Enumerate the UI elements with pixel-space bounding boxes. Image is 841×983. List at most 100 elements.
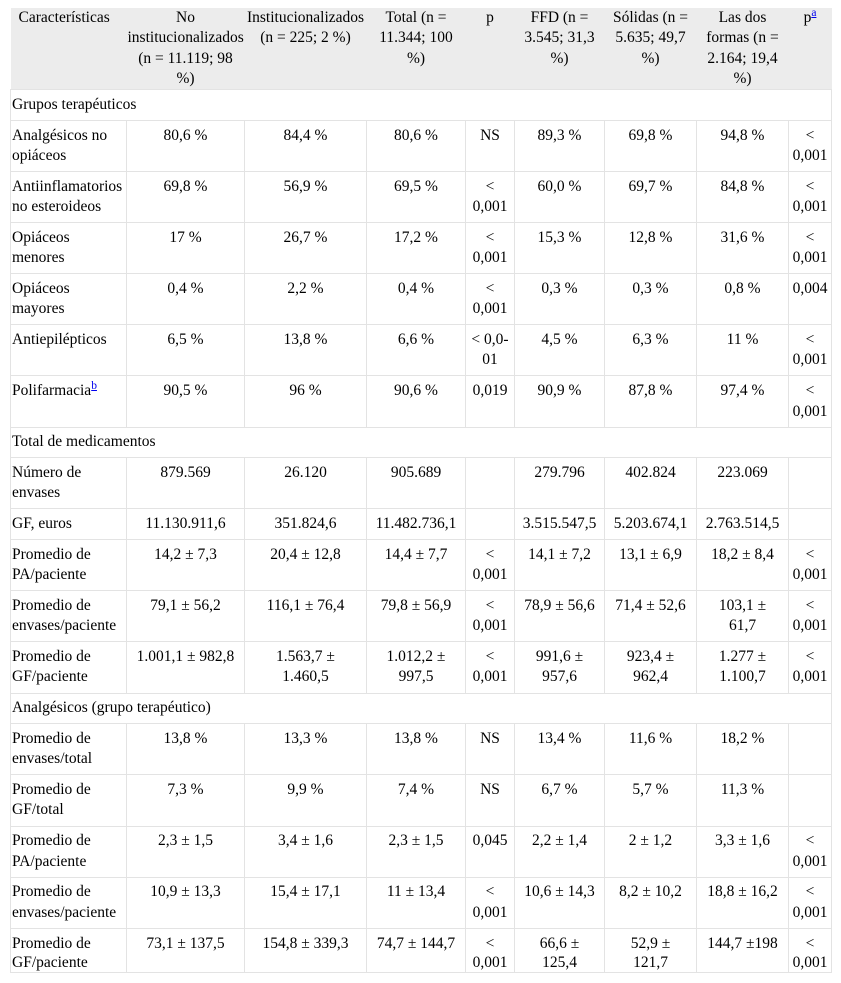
- value-cell: NS: [465, 119, 515, 173]
- value-cell: < 0,001: [788, 590, 832, 643]
- value-cell: 879.569: [126, 457, 245, 510]
- value-cell: 10,9 ± 13,3: [126, 876, 245, 929]
- value-cell: 144,7 ±198: [696, 927, 789, 974]
- table-row: Promedio de GF/total 7,3 % 9,9 % 7,4 % NS 6,7…: [10, 774, 832, 827]
- value-cell: 4,5 %: [514, 324, 605, 377]
- value-cell: 14,4 ± 7,7: [366, 539, 466, 592]
- value-cell: 11,3 %: [696, 774, 789, 827]
- value-cell: 17,2 %: [366, 222, 466, 275]
- column-header-institucionalizados: Institucionalizados (n = 225; 2 %): [244, 8, 367, 90]
- value-cell: < 0,001: [788, 119, 832, 173]
- value-cell: 2 ± 1,2: [604, 825, 697, 878]
- table-row: Promedio de GF/paciente 73,1 ± 137,5 154,8…: [10, 927, 832, 974]
- row-label-text: Promedio de GF/paciente: [12, 648, 91, 686]
- row-label-text: Polifarmacia: [12, 382, 92, 400]
- section-title: Total de medicamentos: [10, 426, 832, 459]
- row-label: Promedio de PA/paciente: [10, 539, 127, 592]
- value-cell: 923,4 ± 962,4: [604, 641, 697, 694]
- table-row: Promedio de envases/paciente 10,9 ± 13,3 1…: [10, 876, 832, 929]
- value-cell: 3.515.547,5: [514, 508, 605, 541]
- table-row: Polifarmaciab 90,5 % 96 % 90,6 % 0,019 90,9 %…: [10, 375, 832, 428]
- table-header: Características No institucionalizados (…: [10, 7, 832, 90]
- value-cell: < 0,001: [788, 324, 832, 377]
- header-row: Características No institucionalizados (…: [10, 7, 832, 90]
- value-cell: < 0,001: [465, 171, 515, 224]
- footnote-a-sup: a: [811, 7, 816, 19]
- value-cell: 103,1 ± 61,7: [696, 590, 789, 643]
- row-label-text: Analgésicos no opiáceos: [12, 126, 108, 165]
- value-cell: < 0,001: [465, 222, 515, 275]
- row-label: Antiepilépticos: [10, 324, 127, 377]
- value-cell: 991,6 ± 957,6: [514, 641, 605, 694]
- value-cell: 9,9 %: [244, 774, 367, 827]
- value-cell: < 0,001: [465, 590, 515, 643]
- table-row: GF, euros 11.130.911,6 351.824,6 11.482.736…: [10, 508, 832, 541]
- value-cell: 154,8 ± 339,3: [244, 927, 367, 974]
- column-header-las-dos-formas: Las dos formas (n = 2.164; 19,4 %): [696, 8, 789, 90]
- value-cell: 89,3 %: [514, 119, 605, 173]
- table-row: Antiepilépticos 6,5 % 13,8 % 6,6 % < 0,0- 01…: [10, 324, 832, 377]
- value-cell: 11 %: [696, 324, 789, 377]
- value-cell: 7,3 %: [126, 774, 245, 827]
- table-row: Opiáceos mayores 0,4 % 2,2 % 0,4 % < 0,001 0,…: [10, 273, 832, 326]
- value-cell: 6,7 %: [514, 774, 605, 827]
- value-cell: 6,6 %: [366, 324, 466, 377]
- value-cell: 90,5 %: [126, 375, 245, 428]
- value-cell: 7,4 %: [366, 774, 466, 827]
- value-cell: 13,4 %: [514, 723, 605, 776]
- value-cell: 116,1 ± 76,4: [244, 590, 367, 643]
- value-cell: [788, 723, 832, 776]
- footnote-b-link[interactable]: b: [91, 380, 97, 393]
- column-header-caracteristicas: Características: [10, 8, 127, 90]
- value-cell: 96 %: [244, 375, 367, 428]
- row-label: Antiinflamatorios no esteroideos: [10, 171, 127, 224]
- column-header-solidas: Sólidas (n = 5.635; 49,7 %): [604, 8, 697, 90]
- row-label-text: Promedio de envases/paciente: [12, 883, 117, 921]
- value-cell: 66,6 ± 125,4: [514, 927, 605, 974]
- value-cell: 3,4 ± 1,6: [244, 825, 367, 878]
- table-body: Grupos terapéuticos Analgésicos no opiáce…: [10, 89, 832, 974]
- value-cell: 78,9 ± 56,6: [514, 590, 605, 643]
- value-cell: 18,2 ± 8,4: [696, 539, 789, 592]
- row-label-text: Promedio de GF/total: [12, 781, 91, 819]
- value-cell: 1.012,2 ± 997,5: [366, 641, 466, 694]
- section-title: Analgésicos (grupo terapéutico): [10, 692, 832, 725]
- column-header-total: Total (n = 11.344; 100 %): [366, 8, 466, 90]
- value-cell: 13,8 %: [366, 723, 466, 776]
- value-cell: 84,4 %: [244, 119, 367, 173]
- value-cell: 15,3 %: [514, 222, 605, 275]
- table-row: Promedio de PA/paciente 14,2 ± 7,3 20,4 ± …: [10, 539, 832, 592]
- row-label-text: Promedio de PA/paciente: [12, 832, 91, 870]
- row-label-text: Opiáceos menores: [12, 228, 70, 267]
- value-cell: < 0,001: [788, 539, 832, 592]
- value-cell: 1.563,7 ± 1.460,5: [244, 641, 367, 694]
- value-cell: 52,9 ± 121,7: [604, 927, 697, 974]
- value-cell: 31,6 %: [696, 222, 789, 275]
- value-cell: 87,8 %: [604, 375, 697, 428]
- value-cell: < 0,001: [788, 375, 832, 428]
- value-cell: 13,3 %: [244, 723, 367, 776]
- value-cell: 351.824,6: [244, 508, 367, 541]
- row-label-text: Antiepilépticos: [12, 331, 107, 349]
- value-cell: 79,1 ± 56,2: [126, 590, 245, 643]
- value-cell: 56,9 %: [244, 171, 367, 224]
- value-cell: 79,8 ± 56,9: [366, 590, 466, 643]
- value-cell: 2.763.514,5: [696, 508, 789, 541]
- footnote-a-link[interactable]: a: [811, 6, 817, 19]
- value-cell: 60,0 %: [514, 171, 605, 224]
- row-label-text: Promedio de GF/paciente: [12, 934, 91, 971]
- row-label-text: Promedio de PA/paciente: [12, 545, 91, 584]
- value-cell: < 0,001: [465, 641, 515, 694]
- value-cell: 18,2 %: [696, 723, 789, 776]
- value-cell: 0,4 %: [126, 273, 245, 326]
- value-cell: 5,7 %: [604, 774, 697, 827]
- row-label-text: Antiinflamatorios no esteroideos: [12, 177, 123, 216]
- value-cell: 90,9 %: [514, 375, 605, 428]
- value-cell: 279.796: [514, 457, 605, 510]
- value-cell: [465, 508, 515, 541]
- value-cell: < 0,001: [465, 927, 515, 974]
- value-cell: < 0,001: [788, 222, 832, 275]
- value-cell: 0,4 %: [366, 273, 466, 326]
- value-cell: 6,3 %: [604, 324, 697, 377]
- value-cell: < 0,001: [788, 876, 832, 929]
